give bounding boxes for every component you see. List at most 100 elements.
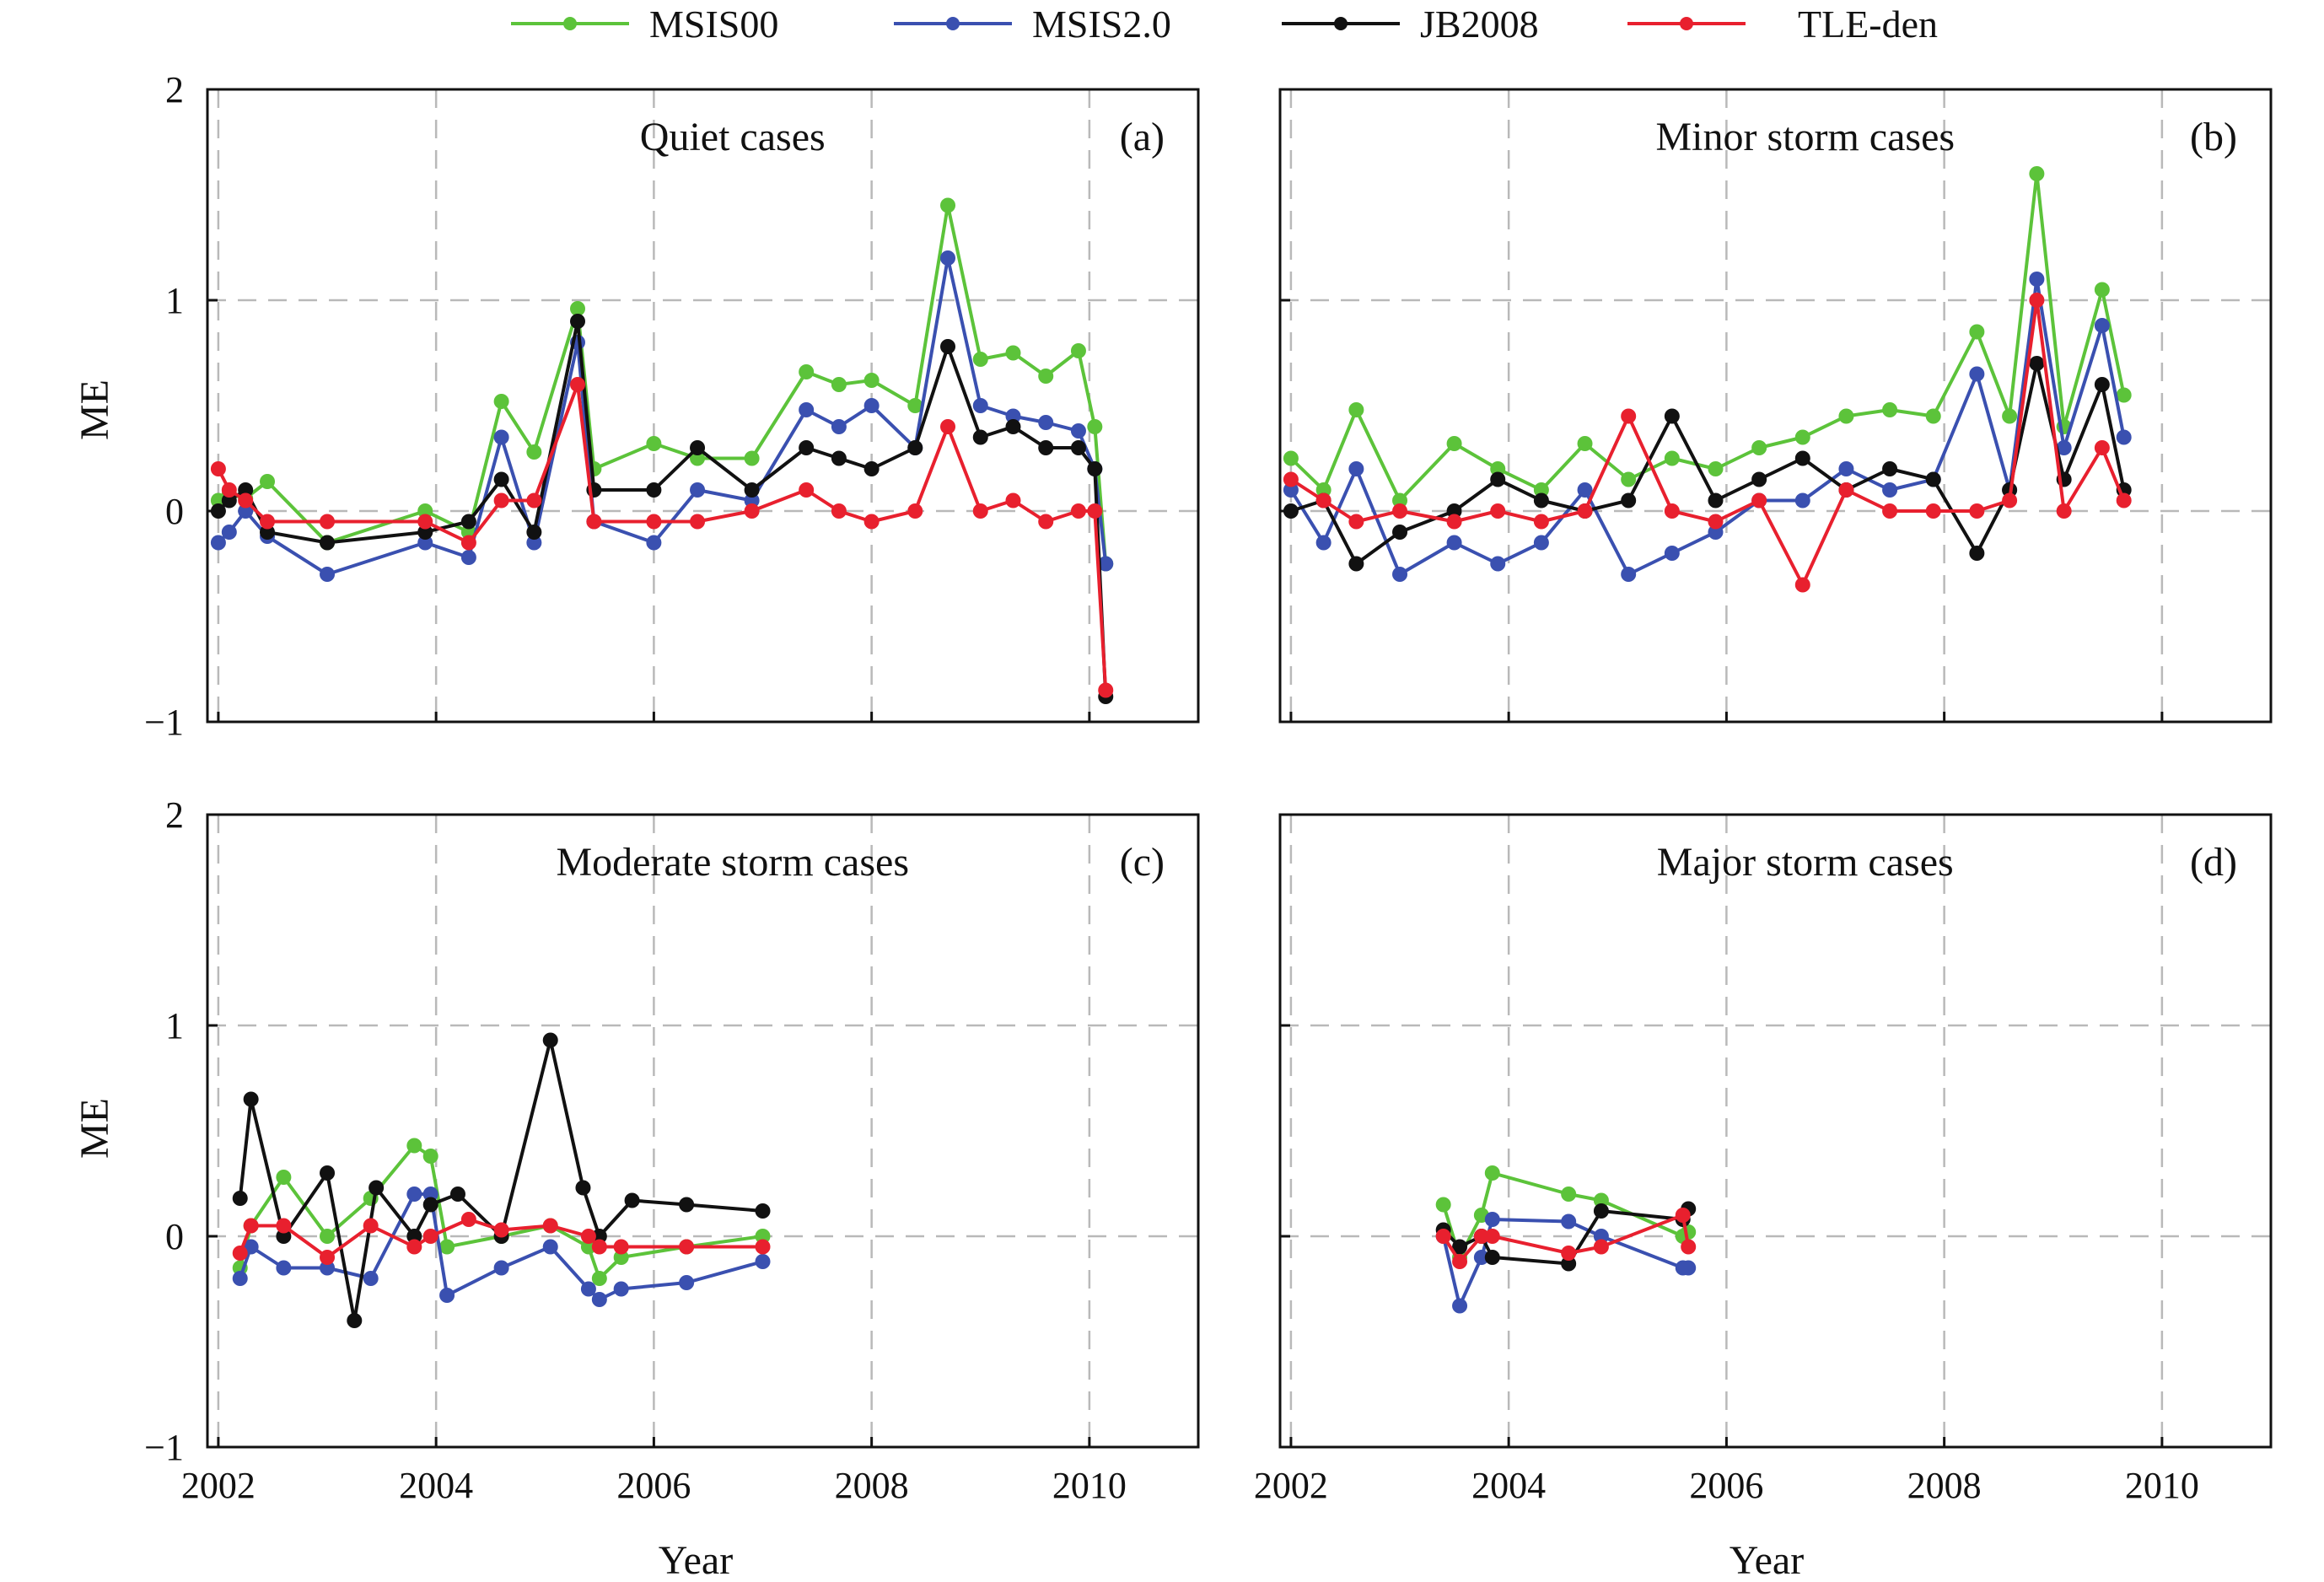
y-tick-label: 1 xyxy=(165,1005,184,1047)
data-point-msis2-0 xyxy=(1473,1250,1489,1265)
data-point-msis2-0 xyxy=(238,503,254,519)
panel-label: (d) xyxy=(2190,840,2237,885)
series-line-jb2008 xyxy=(1290,362,2126,566)
data-point-msis2-0 xyxy=(940,250,956,266)
data-point-jb2008 xyxy=(744,482,760,498)
panel-label: (c) xyxy=(1120,840,1165,885)
data-point-msis00 xyxy=(1621,471,1637,487)
data-point-msis00 xyxy=(580,1239,596,1255)
data-point-tle-den xyxy=(238,492,254,508)
data-point-jb2008 xyxy=(1005,419,1021,434)
data-point-msis2-0 xyxy=(1452,1298,1468,1314)
data-point-tle-den xyxy=(1577,503,1593,519)
plot-frame xyxy=(1278,88,2273,724)
data-point-jb2008 xyxy=(1446,503,1462,519)
data-point-msis00 xyxy=(1446,436,1462,451)
data-point-msis2-0 xyxy=(1070,423,1086,439)
panel-c: 2002 2004 2006 2008 2010 2 1 0 −1 Moderate storm … xyxy=(144,794,1200,1506)
panel-title: Major storm cases xyxy=(1657,840,1954,885)
data-point-msis2-0 xyxy=(276,1260,292,1276)
data-point-jb2008 xyxy=(1969,546,1985,561)
data-point-tle-den xyxy=(1098,682,1114,698)
data-point-jb2008 xyxy=(1038,440,1054,455)
data-point-jb2008 xyxy=(799,440,815,455)
data-point-msis00 xyxy=(1283,450,1299,466)
y-tick-label: −1 xyxy=(144,1427,184,1468)
data-point-msis2-0 xyxy=(417,535,433,551)
grid xyxy=(207,89,1198,722)
data-point-tle-den xyxy=(570,377,586,392)
data-point-msis00 xyxy=(1664,450,1680,466)
x-tick-label: 2002 xyxy=(181,1465,256,1506)
data-point-jb2008 xyxy=(260,525,276,540)
data-point-tle-den xyxy=(1446,514,1462,530)
series-tle-den xyxy=(232,1212,771,1265)
data-point-msis00 xyxy=(1969,324,1985,340)
data-point-jb2008 xyxy=(1533,492,1549,508)
data-point-tle-den xyxy=(2056,503,2072,519)
grid xyxy=(1280,89,2271,722)
data-point-tle-den xyxy=(1708,514,1724,530)
data-point-msis2-0 xyxy=(2116,429,2132,445)
data-point-jb2008 xyxy=(1751,471,1767,487)
data-point-msis2-0 xyxy=(1446,535,1462,551)
data-point-msis2-0 xyxy=(422,1186,438,1202)
data-point-msis00 xyxy=(320,1229,336,1244)
data-point-tle-den xyxy=(221,482,237,498)
data-point-tle-den xyxy=(2029,293,2045,308)
data-point-msis2-0 xyxy=(613,1281,629,1297)
data-point-tle-den xyxy=(320,514,336,530)
x-tick-label: 2008 xyxy=(835,1465,909,1506)
data-point-tle-den xyxy=(406,1239,422,1255)
data-point-msis00 xyxy=(646,436,662,451)
data-point-tle-den xyxy=(1038,514,1054,530)
data-point-tle-den xyxy=(831,503,847,519)
legend-marker-msis00 xyxy=(563,17,577,30)
data-point-tle-den xyxy=(1435,1229,1451,1244)
data-point-jb2008 xyxy=(406,1229,422,1244)
data-point-jb2008 xyxy=(1621,492,1637,508)
data-point-msis2-0 xyxy=(1593,1229,1609,1244)
data-point-jb2008 xyxy=(646,482,662,498)
data-point-msis2-0 xyxy=(221,525,237,540)
data-point-msis00 xyxy=(439,1239,455,1255)
x-tick-label: 2004 xyxy=(399,1465,473,1506)
data-point-jb2008 xyxy=(320,535,336,551)
data-point-tle-den xyxy=(690,514,706,530)
data-point-msis2-0 xyxy=(439,1288,455,1303)
data-point-tle-den xyxy=(276,1218,292,1234)
data-point-msis00 xyxy=(1348,402,1364,417)
data-point-msis2-0 xyxy=(493,1260,509,1276)
data-point-msis2-0 xyxy=(1005,408,1021,424)
data-point-jb2008 xyxy=(422,1197,438,1213)
legend-item-msis20: MSIS2.0 xyxy=(894,3,1171,46)
series-line-jb2008 xyxy=(217,320,1108,697)
data-point-tle-den xyxy=(1681,1239,1697,1255)
data-point-msis00 xyxy=(406,1138,422,1154)
data-point-msis00 xyxy=(417,503,433,519)
grid xyxy=(207,815,1198,1447)
data-point-jb2008 xyxy=(863,461,880,476)
x-tick-label: 2002 xyxy=(1254,1465,1328,1506)
data-point-msis2-0 xyxy=(1348,461,1364,476)
series-line-msis2-0 xyxy=(1441,1218,1689,1308)
data-point-msis00 xyxy=(907,398,923,413)
data-point-msis00 xyxy=(613,1250,629,1265)
data-point-msis2-0 xyxy=(799,402,815,417)
data-point-jb2008 xyxy=(320,1165,336,1181)
data-point-jb2008 xyxy=(591,1229,607,1244)
data-point-jb2008 xyxy=(575,1180,591,1196)
legend-label-tle-den: TLE-den xyxy=(1798,3,1938,46)
data-point-tle-den xyxy=(580,1229,596,1244)
data-point-jb2008 xyxy=(690,440,706,455)
data-point-msis00 xyxy=(2002,408,2018,424)
series-msis00 xyxy=(1283,166,2132,508)
data-point-tle-den xyxy=(363,1218,379,1234)
data-point-msis2-0 xyxy=(1561,1213,1577,1230)
data-point-msis2-0 xyxy=(1098,556,1114,572)
data-point-jb2008 xyxy=(755,1203,771,1219)
plot-frame xyxy=(206,813,1200,1449)
data-point-msis00 xyxy=(276,1170,292,1185)
data-point-tle-den xyxy=(755,1239,771,1255)
data-point-msis2-0 xyxy=(1283,482,1299,498)
